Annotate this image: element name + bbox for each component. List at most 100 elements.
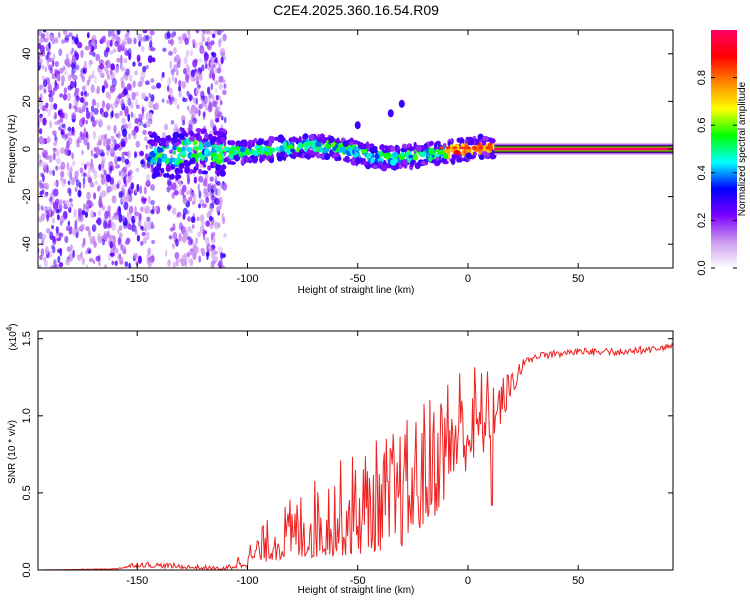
noise-dot <box>138 40 142 47</box>
noise-dot <box>119 260 124 265</box>
noise-dot <box>76 143 81 148</box>
signal-dot <box>177 168 184 174</box>
noise-dot <box>135 104 140 109</box>
signal-dot <box>229 140 236 146</box>
noise-dot <box>207 104 212 113</box>
noise-dot <box>193 106 199 115</box>
noise-dot <box>141 92 146 100</box>
noise-dot <box>205 30 210 35</box>
noise-dot <box>71 62 76 69</box>
noise-dot <box>107 205 111 213</box>
signal-dot <box>400 150 405 157</box>
signal-dot <box>175 141 180 147</box>
noise-dot <box>114 159 118 168</box>
noise-dot <box>118 170 122 177</box>
noise-dot <box>79 118 84 128</box>
noise-dot <box>74 80 77 89</box>
noise-dot <box>223 83 227 89</box>
noise-dot <box>222 89 227 96</box>
noise-dot <box>151 239 156 245</box>
signal-dot <box>472 146 478 150</box>
noise-dot <box>161 98 165 103</box>
noise-dot <box>91 45 95 52</box>
noise-dot <box>186 172 190 179</box>
noise-dot <box>171 192 175 200</box>
noise-dot <box>188 108 194 115</box>
noise-dot <box>80 91 84 97</box>
noise-dot <box>110 103 113 109</box>
noise-dot <box>97 233 101 242</box>
noise-dot <box>43 256 47 262</box>
noise-dot <box>127 97 132 107</box>
noise-dot <box>167 77 172 86</box>
noise-dot <box>148 92 152 98</box>
noise-dot <box>213 30 218 34</box>
y-tick-label: 20 <box>21 95 33 107</box>
noise-dot <box>52 201 59 210</box>
colorbar-tick-label: 0.2 <box>696 213 708 228</box>
noise-dot <box>170 33 175 38</box>
noise-dot <box>67 180 71 185</box>
noise-dot <box>114 144 120 149</box>
noise-dot <box>149 112 153 121</box>
noise-dot <box>131 129 137 136</box>
signal-dot <box>370 157 375 164</box>
signal-dot <box>346 158 350 163</box>
noise-dot <box>94 180 98 186</box>
signal-dot <box>153 147 157 154</box>
noise-dot <box>176 104 180 110</box>
noise-dot <box>214 88 218 93</box>
noise-dot <box>214 250 218 255</box>
noise-dot <box>136 234 140 242</box>
noise-dot <box>84 163 87 170</box>
noise-dot <box>141 106 145 115</box>
noise-dot <box>75 179 80 188</box>
signal-dot <box>253 151 259 156</box>
noise-dot <box>38 180 43 186</box>
noise-dot <box>57 255 61 263</box>
noise-dot <box>186 90 190 97</box>
noise-dot <box>201 33 206 38</box>
noise-dot <box>60 161 66 170</box>
noise-dot <box>68 198 73 203</box>
noise-dot <box>65 199 69 207</box>
noise-dot <box>91 167 96 174</box>
noise-dot <box>100 176 106 185</box>
signal-dot <box>316 153 321 159</box>
noise-dot <box>68 225 73 235</box>
noise-dot <box>66 162 70 171</box>
signal-dot <box>282 141 287 148</box>
noise-dot <box>187 255 190 263</box>
signal-dot <box>390 164 397 170</box>
blip-mark <box>387 109 394 118</box>
signal-dot <box>292 151 297 157</box>
noise-dot <box>101 167 105 172</box>
signal-dot <box>410 160 415 167</box>
noise-dot <box>71 47 74 53</box>
noise-dot <box>49 196 53 202</box>
signal-dot <box>260 148 264 156</box>
noise-dot <box>209 223 214 229</box>
noise-dot <box>145 231 150 241</box>
noise-dot <box>45 246 49 255</box>
noise-dot <box>59 199 63 205</box>
signal-dot <box>396 146 401 150</box>
y-tick-label: 1.5 <box>21 331 33 346</box>
noise-dot <box>58 262 64 268</box>
noise-dot <box>91 98 96 106</box>
signal-dot <box>172 136 178 143</box>
noise-dot <box>113 183 118 191</box>
signal-dot <box>316 137 324 142</box>
noise-dot <box>44 150 49 158</box>
signal-dot <box>160 167 165 174</box>
noise-dot <box>149 30 155 36</box>
noise-dot <box>124 158 130 165</box>
noise-dot <box>41 75 47 81</box>
noise-dot <box>43 88 47 94</box>
noise-dot <box>217 262 222 268</box>
noise-dot <box>150 184 155 191</box>
noise-dot <box>172 231 178 239</box>
noise-dot <box>170 120 175 125</box>
noise-dot <box>127 212 132 221</box>
noise-dot <box>169 87 173 97</box>
